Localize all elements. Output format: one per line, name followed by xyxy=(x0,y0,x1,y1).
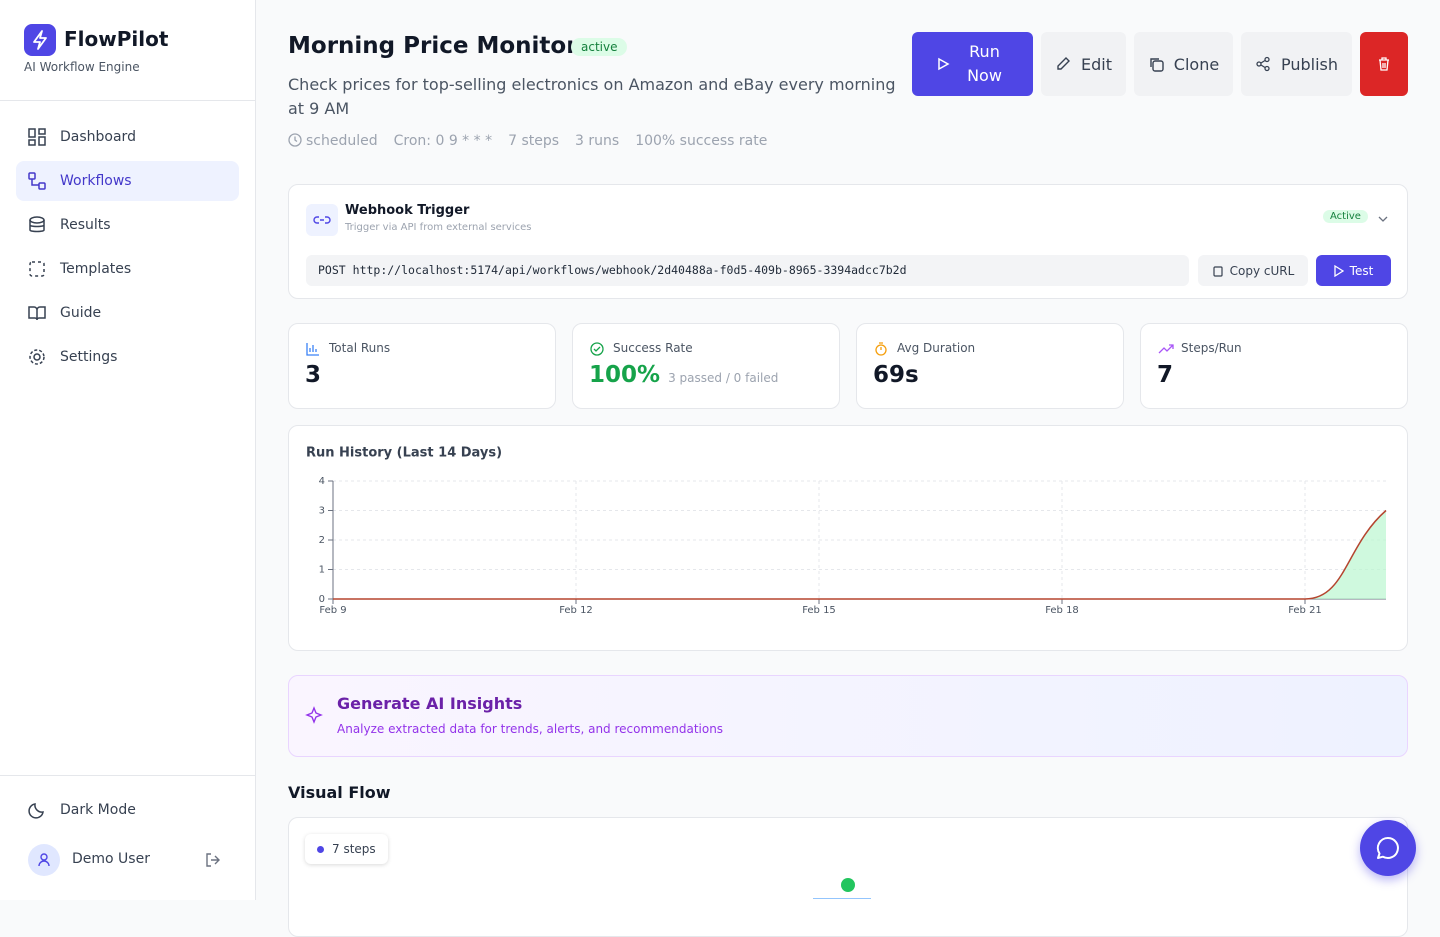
meta-item: 7 steps xyxy=(508,133,560,149)
stat-value: 3 xyxy=(305,362,322,388)
ai-insights-card[interactable]: Generate AI Insights Analyze extracted d… xyxy=(288,675,1408,757)
stat-value: 100% 3 passed / 0 failed xyxy=(589,362,778,388)
button-label: Publish xyxy=(1280,54,1339,74)
meta-item: 3 runs xyxy=(575,133,620,149)
webhook-url: POST http://localhost:5174/api/workflows… xyxy=(306,255,1189,286)
meta-text: scheduled xyxy=(306,133,378,149)
logout-button[interactable] xyxy=(205,852,221,868)
tagline: AI Workflow Engine xyxy=(24,60,140,74)
button-label: Copy cURL xyxy=(1229,263,1295,278)
meta-item: Cron: 0 9 * * * xyxy=(393,133,493,149)
url: http://localhost:5174/api/workflows/webh… xyxy=(352,263,907,277)
y-tick-label: 2 xyxy=(319,535,325,546)
divider xyxy=(0,775,255,776)
stat-card: Avg Duration 69s xyxy=(856,323,1124,409)
x-tick-label: Feb 15 xyxy=(802,605,836,616)
meta-item: 100% success rate xyxy=(635,133,768,149)
area xyxy=(333,510,1386,599)
button-label: Edit xyxy=(1081,54,1112,74)
button-label: Run Now xyxy=(967,42,1002,85)
edit-button[interactable]: Edit xyxy=(1041,32,1126,96)
webhook-subtitle: Trigger via API from external services xyxy=(345,222,532,233)
flow-node-edge xyxy=(813,898,871,899)
stat-label: Avg Duration xyxy=(897,341,976,355)
stat-label: Total Runs xyxy=(329,341,391,355)
nav-item[interactable]: Settings xyxy=(16,337,239,377)
button-label: Clone xyxy=(1173,54,1220,74)
chat-button[interactable] xyxy=(1360,820,1416,876)
stat-value: 69s xyxy=(873,362,919,388)
x-tick-label: Feb 9 xyxy=(319,605,346,616)
stat-card: Steps/Run 7 xyxy=(1140,323,1408,409)
nav-label: Workflows xyxy=(60,173,132,189)
status-badge: active xyxy=(571,38,628,56)
chart-card: Run History (Last 14 Days) 0 1 2 3 4 Feb 9 Feb… xyxy=(288,425,1408,651)
stat-value: 7 xyxy=(1157,362,1174,388)
nav-item[interactable]: Templates xyxy=(16,249,239,289)
nav-item[interactable]: Dashboard xyxy=(16,117,239,157)
nav-label: Guide xyxy=(60,305,102,321)
nav-label: Results xyxy=(60,217,111,233)
webhook-title: Webhook Trigger xyxy=(345,203,470,218)
section-title: Visual Flow xyxy=(288,783,391,802)
sidebar: FlowPilot AI Workflow Engine Dashboard W… xyxy=(0,0,256,900)
nav-label: Dashboard xyxy=(60,129,136,145)
x-tick-label: Feb 12 xyxy=(559,605,593,616)
insights-title: Generate AI Insights xyxy=(337,694,523,713)
nav-item[interactable]: Results xyxy=(16,205,239,245)
logo xyxy=(24,24,56,56)
flow-node[interactable] xyxy=(841,878,855,892)
flow-canvas: 7 steps xyxy=(288,817,1408,937)
x-tick-label: Feb 18 xyxy=(1045,605,1079,616)
x-tick-label: Feb 21 xyxy=(1288,605,1322,616)
stat-card: Total Runs 3 xyxy=(288,323,556,409)
nav-label: Dark Mode xyxy=(60,802,136,818)
nav-item[interactable]: Guide xyxy=(16,293,239,333)
y-tick-label: 3 xyxy=(319,506,325,517)
meta-row: scheduled Cron: 0 9 * * * 7 steps 3 runs… xyxy=(288,133,767,149)
badge-text: 7 steps xyxy=(332,842,376,856)
insights-subtitle: Analyze extracted data for trends, alert… xyxy=(337,722,724,736)
copy-curl-button[interactable]: Copy cURL xyxy=(1198,255,1308,286)
brand: FlowPilot xyxy=(64,27,169,51)
workflow-title: Morning Price Monitor xyxy=(288,33,578,59)
line xyxy=(333,509,1387,600)
collapse-toggle[interactable] xyxy=(1377,213,1389,225)
dot xyxy=(317,846,324,853)
chart: Run History (Last 14 Days) 0 1 2 3 4 Feb 9 Feb… xyxy=(306,446,1387,616)
delete-button[interactable] xyxy=(1360,32,1408,96)
y-tick-label: 4 xyxy=(319,476,325,487)
stat-card: Success Rate 100% 3 passed / 0 failed xyxy=(572,323,840,409)
run-now-button[interactable]: Run Now xyxy=(912,32,1033,96)
nav-item[interactable]: Workflows xyxy=(16,161,239,201)
workflow-description: Check prices for top-selling electronics… xyxy=(288,75,896,118)
steps-badge: 7 steps xyxy=(305,834,388,864)
y-tick-label: 0 xyxy=(319,594,325,605)
divider xyxy=(0,100,255,101)
avatar xyxy=(28,844,60,876)
publish-button[interactable]: Publish xyxy=(1241,32,1352,96)
y-tick-label: 1 xyxy=(319,565,325,576)
chart-title: Run History (Last 14 Days) xyxy=(306,446,502,461)
stat-label: Success Rate xyxy=(613,341,693,355)
dark-mode-toggle[interactable]: Dark Mode xyxy=(16,790,239,830)
stat-number: 100% xyxy=(589,362,661,388)
nav-label: Templates xyxy=(60,261,132,277)
button-label: Test xyxy=(1349,263,1374,278)
test-button[interactable]: Test xyxy=(1316,255,1391,286)
webhook-icon xyxy=(306,204,338,236)
stat-label: Steps/Run xyxy=(1181,341,1242,355)
user-name: Demo User xyxy=(72,851,150,867)
webhook-status: Active xyxy=(1323,210,1368,223)
clone-button[interactable]: Clone xyxy=(1134,32,1233,96)
meta-item: scheduled xyxy=(288,133,378,149)
http-method: POST xyxy=(318,263,346,277)
webhook-card: Webhook Trigger Trigger via API from ext… xyxy=(288,184,1408,299)
stat-note: 3 passed / 0 failed xyxy=(668,371,779,385)
nav-label: Settings xyxy=(60,349,118,365)
